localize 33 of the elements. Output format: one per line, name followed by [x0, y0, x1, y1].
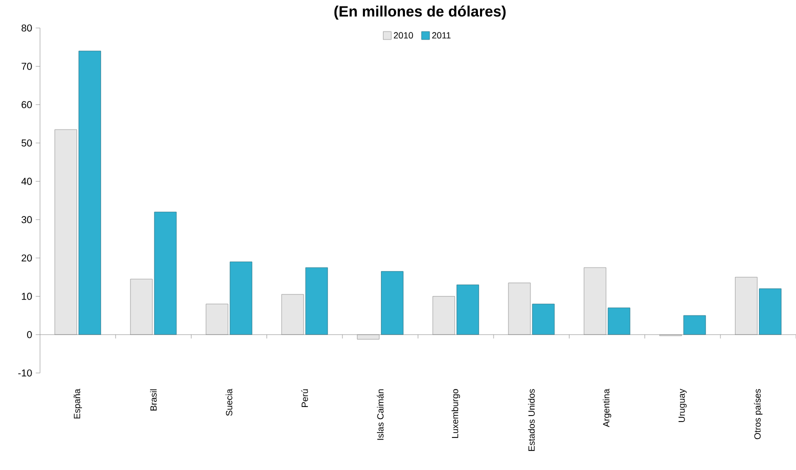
x-tick-label: Islas Caimán [376, 389, 384, 440]
y-tick-label: 0 [27, 331, 32, 338]
y-tick-label: 60 [22, 101, 32, 108]
bar [305, 267, 328, 335]
bar [759, 288, 782, 335]
bar [456, 284, 480, 335]
y-tick-label: 50 [22, 139, 32, 147]
x-tick-label: Luxemburgo [452, 389, 460, 438]
bar [381, 271, 404, 335]
y-tick-label: 20 [22, 254, 32, 262]
x-tick-label: Perú [301, 389, 308, 407]
bar [532, 304, 555, 335]
x-tick-label: Uruguay [678, 388, 687, 422]
y-tick-label: -10 [18, 369, 32, 377]
chart-title: (En millones de dólares) [334, 6, 506, 20]
x-tick-label: Estados Unidos [528, 389, 535, 451]
bar [154, 212, 177, 335]
x-tick-label: Otros países [754, 389, 762, 440]
bar [230, 262, 252, 335]
y-tick-label: 80 [22, 24, 32, 32]
x-tick-label: Argentina [602, 388, 612, 428]
bar [78, 50, 102, 335]
y-tick-label: 40 [21, 178, 32, 185]
bar [683, 315, 706, 335]
x-tick-label: España [74, 388, 82, 418]
y-tick-label: 30 [22, 216, 32, 224]
y-tick-label: 70 [22, 62, 32, 70]
x-tick-label: Suecia [226, 388, 232, 416]
legend-label: 2011 [432, 32, 451, 39]
bar [608, 308, 630, 335]
y-tick-label: 10 [22, 292, 32, 300]
x-tick-label: Brasil [150, 389, 157, 410]
legend-label: 2010 [394, 32, 413, 39]
